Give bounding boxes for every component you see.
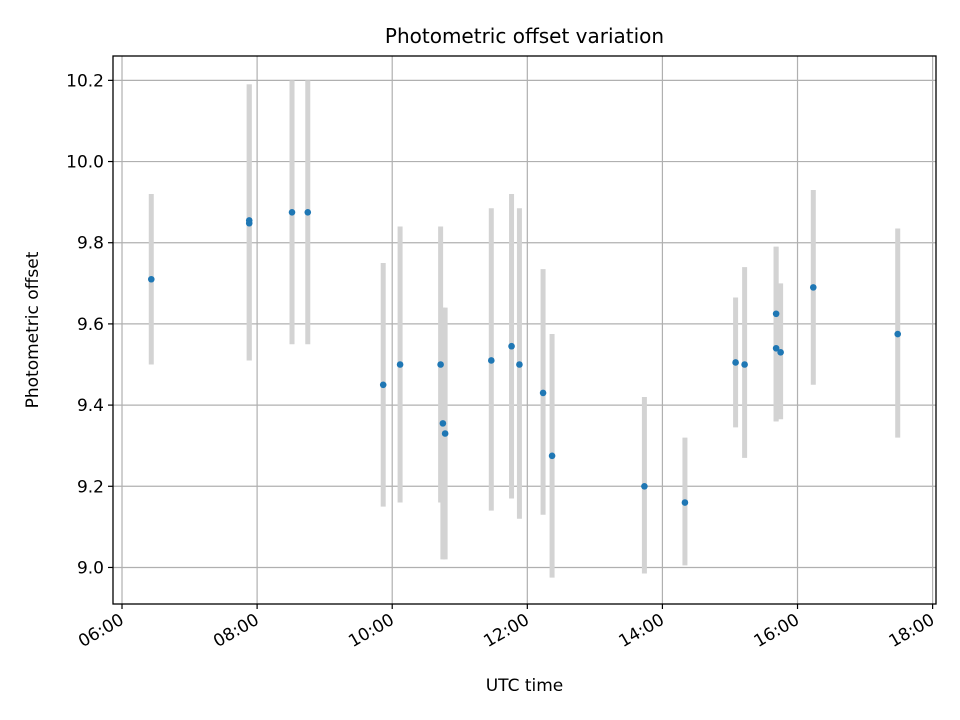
data-point-4 [304,208,312,216]
y-tick-label-3: 9.6 [77,315,104,335]
data-point-19 [772,310,780,318]
data-point-22 [809,284,817,291]
x-tick-label-3: 12:00 [480,610,532,652]
data-point-8 [439,420,447,427]
data-point-17 [732,359,739,366]
x-tick-label-6: 18:00 [886,610,938,652]
x-tick-label-4: 14:00 [615,610,667,652]
data-point-0 [147,275,155,283]
data-point-10 [487,357,495,364]
data-point-7 [437,361,444,368]
data-point-6 [396,361,404,368]
chart-title: Photometric offset variation [385,24,664,48]
y-axis-label: Photometric offset [23,251,43,408]
data-point-5 [379,381,387,389]
x-tick-label-1: 08:00 [210,610,262,652]
x-axis-label: UTC time [486,676,564,696]
y-tick-label-1: 9.2 [77,477,104,497]
x-tick-label-5: 16:00 [751,610,803,652]
data-point-18 [741,361,748,368]
data-point-2 [245,219,253,227]
y-tick-label-2: 9.4 [77,396,104,416]
y-tick-label-0: 9.0 [77,558,104,578]
data-points [147,208,902,506]
data-point-14 [548,452,556,460]
data-point-11 [508,342,515,350]
data-point-3 [288,208,296,216]
y-tick-label-4: 9.8 [77,234,104,254]
data-point-16 [681,499,689,506]
data-point-23 [894,330,902,338]
y-tick-label-5: 10.0 [66,153,104,173]
x-tick-label-0: 06:00 [75,610,127,652]
data-point-13 [539,389,547,397]
data-point-9 [441,430,449,437]
data-point-21 [777,349,784,356]
y-axis-ticks: 9.0 9.2 9.4 9.6 9.8 10.0 10.2 [66,71,113,578]
data-point-15 [641,482,648,490]
plot-frame [112,55,937,605]
x-tick-label-2: 10:00 [345,610,397,652]
x-axis-ticks: 06:00 08:00 10:00 12:00 14:00 16:00 18:00 [75,604,938,652]
y-tick-label-6: 10.2 [66,71,104,91]
data-point-20 [772,344,780,352]
error-bars [148,80,901,578]
data-point-12 [516,361,523,368]
